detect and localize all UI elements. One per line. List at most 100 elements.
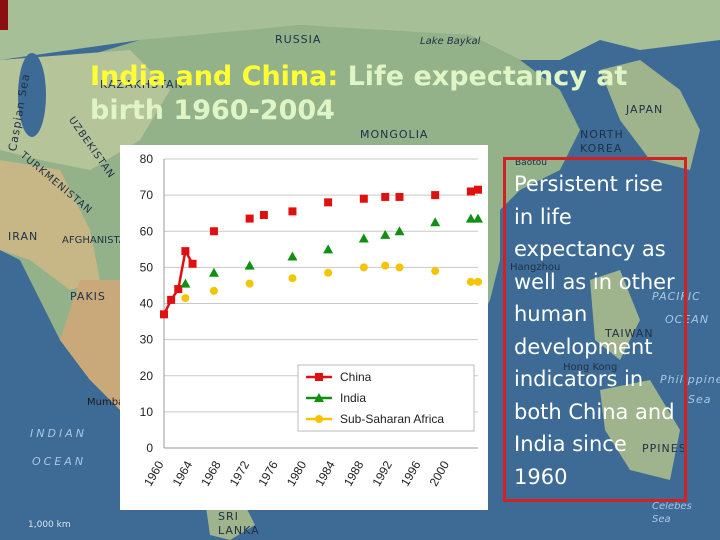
iran-shape	[0, 160, 100, 290]
x-tick-label: 1996	[398, 458, 424, 488]
map-label-pakistan: PAKIS	[70, 290, 106, 303]
map-label-kazakhstan: KAZAKHSTAN	[100, 78, 184, 91]
india-point	[323, 244, 334, 254]
slide-title: India and China: Life expectancy at birt…	[90, 60, 690, 128]
x-tick-label: 1984	[312, 458, 338, 488]
map-label-lake-baykal: Lake Baykal	[420, 36, 481, 47]
china-point	[245, 214, 254, 223]
y-tick-label: 60	[140, 224, 154, 238]
map-label-mumbai: Mumba	[87, 397, 125, 408]
map-label-taiwan: TAIWAN	[605, 327, 654, 340]
map-label-indian: INDIAN	[30, 427, 87, 440]
india-point	[380, 229, 391, 239]
map-label-russia: RUSSIA	[275, 33, 322, 46]
y-tick-label: 70	[140, 188, 154, 202]
sub-saharan-africa-point	[181, 294, 190, 303]
map-label-hong-kong: Hong Kong	[563, 362, 618, 373]
map-label-philippines: PPINES	[642, 442, 687, 455]
sub-saharan-africa-point	[245, 279, 254, 288]
china-point	[174, 285, 183, 294]
sub-saharan-africa-point	[381, 261, 390, 270]
china-point	[181, 247, 190, 256]
x-tick-label: 1972	[227, 458, 253, 488]
y-tick-label: 40	[140, 297, 154, 311]
map-label-mongolia: MONGOLIA	[360, 128, 429, 141]
philippines-shape	[600, 380, 680, 480]
china-point	[288, 207, 297, 216]
india-point	[287, 251, 298, 261]
map-scale-label: 1,000 km	[28, 520, 71, 530]
legend-marker-china	[315, 373, 323, 381]
x-tick-label: 1964	[170, 458, 196, 488]
map-label-iran: IRAN	[8, 230, 39, 243]
india-point	[465, 213, 476, 223]
china-point	[431, 191, 440, 200]
china-point	[395, 192, 404, 201]
map-label-sri-lanka: SRI LANKA	[218, 510, 260, 537]
china-point	[474, 185, 482, 194]
map-label-japan: JAPAN	[626, 103, 664, 116]
china-point	[188, 259, 197, 268]
india-point	[430, 217, 441, 227]
x-tick-label: 1992	[369, 458, 395, 488]
china-point	[160, 310, 168, 319]
legend-label-india: India	[340, 391, 366, 405]
map-label-celebes-sea: Celebes Sea	[652, 501, 692, 525]
legend-marker-sub-saharan-africa	[315, 415, 323, 423]
map-label-afghanistan: AFGHANISTAN	[62, 235, 134, 246]
northern-land-shape	[0, 0, 720, 60]
y-tick-label: 50	[140, 260, 154, 274]
china-point	[324, 198, 333, 207]
note-text: Persistent rise in life expectancy as we…	[514, 172, 675, 489]
legend-label-china: China	[340, 370, 372, 384]
india-point	[180, 278, 191, 288]
india-point	[394, 226, 405, 236]
note-box: Persistent rise in life expectancy as we…	[503, 157, 687, 502]
x-tick-label: 2000	[427, 458, 453, 488]
slide-title-rest: Life expectancy at birth 1960-2004	[90, 61, 628, 126]
india-shape	[60, 280, 130, 420]
china-point	[381, 192, 390, 201]
china-point	[209, 227, 218, 236]
legend-marker-india	[314, 393, 324, 402]
map-label-ocean-left: OCEAN	[32, 455, 87, 468]
map-label-pacific: PACIFIC	[652, 290, 701, 303]
map-label-north-korea: NORTH KOREA	[580, 128, 624, 155]
x-tick-label: 1976	[255, 458, 281, 488]
sub-saharan-africa-point	[431, 266, 440, 275]
map-label-philippine: Philippine	[660, 373, 720, 386]
map-label-hangzhou: Hangzhou	[510, 262, 561, 273]
x-tick-label: 1968	[198, 458, 224, 488]
corner-marker	[0, 0, 8, 30]
sub-saharan-africa-point	[466, 277, 475, 286]
y-tick-label: 10	[140, 405, 154, 419]
china-line	[162, 247, 194, 315]
china-point	[466, 187, 475, 196]
india-point	[473, 213, 483, 223]
x-tick-label: 1960	[141, 458, 167, 488]
sub-saharan-africa-point	[474, 277, 482, 286]
legend-label-sub-saharan-africa: Sub-Saharan Africa	[340, 412, 444, 426]
sub-saharan-africa-point	[395, 263, 404, 272]
sub-saharan-africa-point	[209, 286, 218, 295]
x-tick-label: 1980	[284, 458, 310, 488]
chart-panel: 0 10 20 30 40 50 60 70 80 1960 1964 1968 1972 1976 198…	[120, 145, 488, 510]
slide-title-highlight: India and China:	[90, 61, 339, 92]
y-tick-label: 80	[140, 152, 154, 166]
y-tick-label: 30	[140, 333, 154, 347]
sub-saharan-africa-point	[324, 268, 333, 277]
map-label-sea-right: Sea	[688, 393, 712, 406]
sub-saharan-africa-point	[288, 274, 297, 283]
sub-saharan-africa-point	[359, 263, 368, 272]
china-point	[167, 295, 176, 304]
map-label-baotou: Baotou	[515, 158, 547, 168]
y-tick-label: 0	[146, 441, 153, 455]
caspian-sea-shape	[18, 53, 46, 137]
japan-shape	[600, 60, 700, 170]
y-tick-label: 20	[140, 369, 154, 383]
taiwan-shape	[590, 270, 640, 360]
india-point	[244, 260, 255, 270]
x-tick-label: 1988	[341, 458, 367, 488]
india-point	[358, 233, 369, 243]
